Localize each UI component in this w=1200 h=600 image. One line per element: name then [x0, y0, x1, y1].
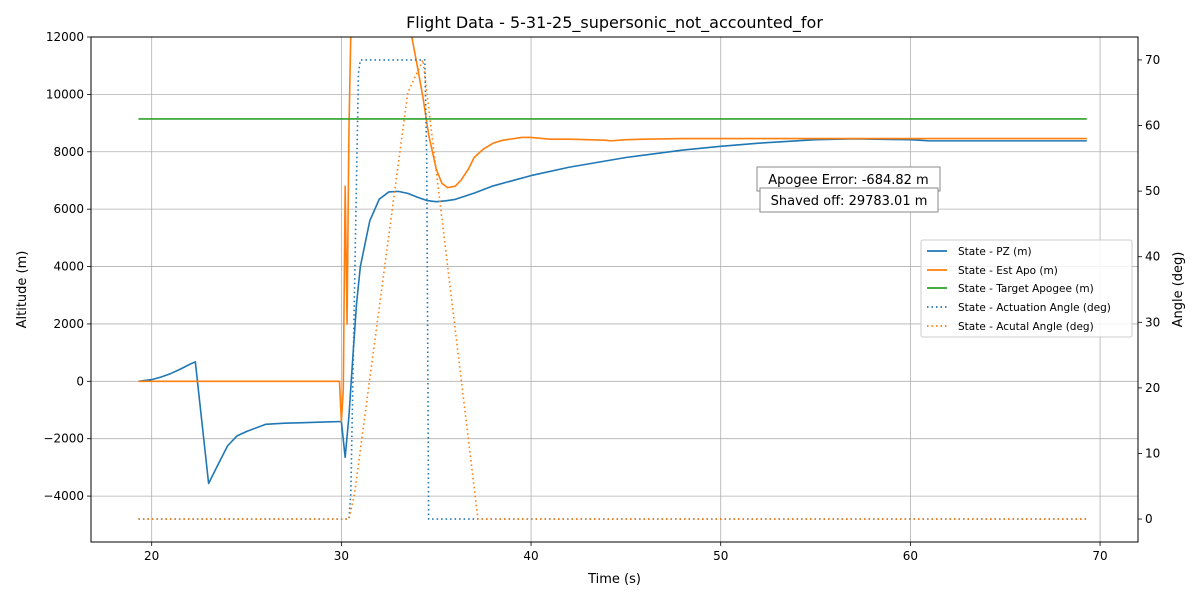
- y2-tick-label: 60: [1145, 119, 1160, 133]
- y2-tick-label: 20: [1145, 381, 1160, 395]
- y-tick-label: 12000: [46, 30, 84, 44]
- y-axis-label: Altitude (m): [15, 251, 30, 329]
- x-tick-label: 70: [1092, 549, 1107, 563]
- legend-label-pz: State - PZ (m): [958, 246, 1032, 258]
- x-tick-label: 20: [144, 549, 159, 563]
- annotation-shaved-off: Shaved off: 29783.01 m: [759, 187, 939, 213]
- plot-series: [138, 37, 1087, 520]
- legend-label-actual-angle: State - Acutal Angle (deg): [958, 321, 1094, 333]
- x-axis-label: Time (s): [587, 572, 641, 587]
- y2-tick-label: 30: [1145, 315, 1160, 329]
- legend-label-est-apo: State - Est Apo (m): [958, 265, 1058, 277]
- series-clip-group: [138, 37, 1087, 520]
- annotation-apogee-error-text: Apogee Error: -684.82 m: [768, 173, 928, 188]
- x-tick-label: 30: [334, 549, 349, 563]
- chart-title: Flight Data - 5-31-25_supersonic_not_acc…: [406, 13, 823, 33]
- series-line-2: [138, 37, 1087, 423]
- y-tick-label: 6000: [53, 202, 84, 216]
- series-line-1: [138, 138, 1087, 485]
- annotation-apogee-error: Apogee Error: -684.82 m: [756, 166, 941, 192]
- y2-tick-label: 40: [1145, 250, 1160, 264]
- plot-frame: [90, 36, 1139, 543]
- x-tick-label: 60: [903, 549, 918, 563]
- y2-axis-label: Angle (deg): [1171, 252, 1186, 328]
- y2-tick-label: 70: [1145, 53, 1160, 67]
- axis-ticks: 20 30 40 50 60 70 −4000 −2000 0 2000 4000 6000 8000 1…: [43, 30, 1160, 563]
- legend-box: [920, 239, 1133, 338]
- y2-tick-label: 10: [1145, 446, 1160, 460]
- y-tick-label: 0: [76, 374, 84, 388]
- legend-label-actuation-angle: State - Actuation Angle (deg): [958, 302, 1111, 314]
- y-tick-label: 4000: [53, 260, 84, 274]
- y2-tick-label: 50: [1145, 184, 1160, 198]
- y-tick-label: −2000: [43, 432, 84, 446]
- x-tick-label: 40: [523, 549, 538, 563]
- legend-label-target-apogee: State - Target Apogee (m): [958, 283, 1094, 295]
- y-tick-label: 2000: [53, 317, 84, 331]
- y-tick-label: 8000: [53, 145, 84, 159]
- series-line-5: [138, 59, 1087, 520]
- y-tick-label: −4000: [43, 489, 84, 503]
- x-tick-label: 50: [713, 549, 728, 563]
- annotation-shaved-off-text: Shaved off: 29783.01 m: [771, 194, 928, 209]
- y2-tick-label: 0: [1145, 512, 1153, 526]
- y-tick-label: 10000: [46, 87, 84, 101]
- legend: State - PZ (m) State - Est Apo (m) State…: [920, 239, 1133, 338]
